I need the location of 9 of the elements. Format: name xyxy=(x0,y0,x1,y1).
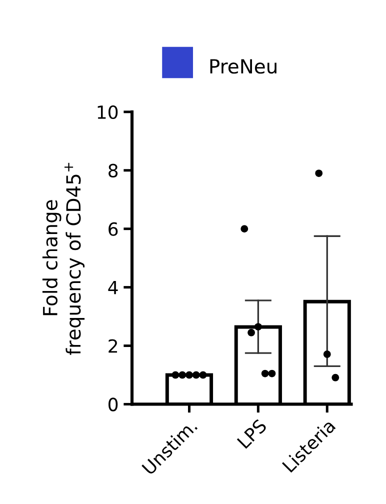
x-tick-label: LPS xyxy=(236,418,268,449)
y-tick-label: 4 xyxy=(108,280,118,294)
y-tick-label: 10 xyxy=(98,105,118,120)
y-tick-label: 6 xyxy=(108,222,118,236)
y-tick-label: 2 xyxy=(108,339,118,353)
y-axis-title: Fold change frequency of CD45$^{+}$ xyxy=(42,162,85,355)
chart-title: PreNeu xyxy=(210,59,276,74)
y-tick-label: 8 xyxy=(108,164,118,178)
y-tick-label: 0 xyxy=(108,398,118,412)
